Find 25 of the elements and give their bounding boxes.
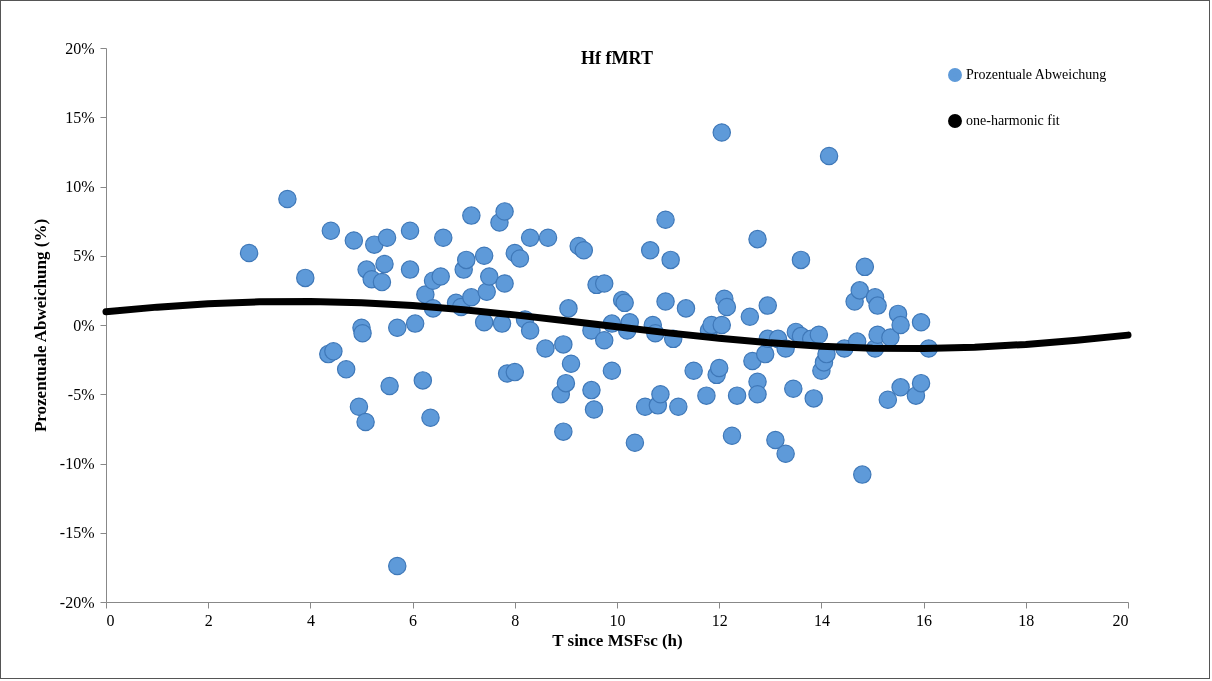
y-tick-label: 10% [65,178,95,195]
x-tick-label: 2 [204,611,213,629]
x-tick-label: 20 [1112,611,1129,629]
y-tick-label: 0% [73,316,95,334]
x-tick-label: 18 [1018,611,1035,629]
y-tick-label: -20% [59,593,95,611]
x-tick-label: 4 [306,611,315,629]
y-axis-title: Prozentuale Abweichung (%) [30,218,50,433]
x-tick-label: 10 [609,611,626,629]
y-tick-label: -10% [59,455,95,472]
x-axis-title: T since MSFsc (h) [552,630,683,650]
y-tick-label: 15% [65,108,95,126]
x-tick-label: 6 [409,611,418,629]
x-tick-label: 8 [511,611,520,629]
y-tick-label: 20% [65,39,95,57]
y-tick-label: -15% [59,524,95,542]
y-tick-label: -5% [67,385,95,403]
x-tick-label: 14 [813,611,830,629]
legend-label: Prozentuale Abweichung [966,67,1107,82]
y-tick-label: 5% [73,247,95,265]
x-tick-label: 12 [711,611,728,629]
legend-label: one-harmonic fit [966,113,1060,128]
x-tick-label: 16 [916,611,933,629]
chart-title: Hf fMRT [581,48,653,68]
x-tick-label: 0 [106,611,115,629]
